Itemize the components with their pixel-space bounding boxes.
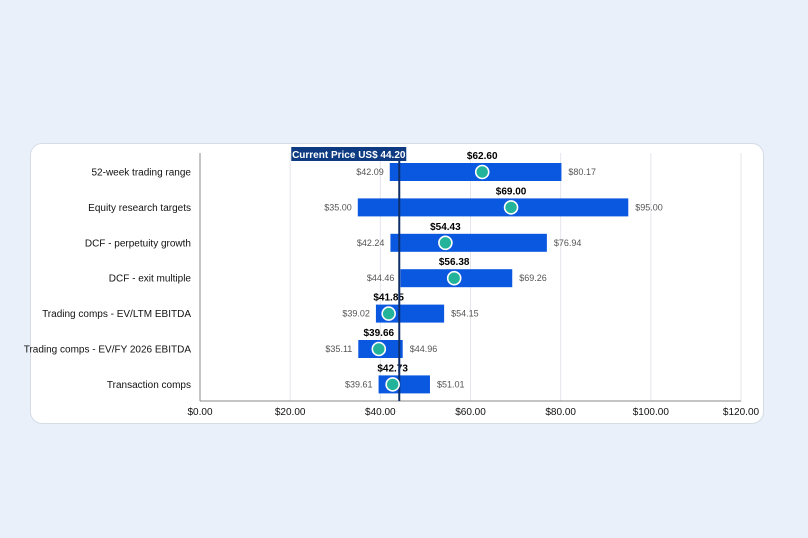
gridlines <box>289 153 742 401</box>
midpoint-marker <box>446 270 462 286</box>
midpoint-value-label: $69.00 <box>496 186 527 197</box>
x-tick-label: $40.00 <box>365 407 396 418</box>
x-tick-label: $100.00 <box>633 407 670 418</box>
x-tick-label: $20.00 <box>275 407 306 418</box>
high-value-label: $80.17 <box>568 167 596 177</box>
midpoint-marker <box>503 200 519 215</box>
low-value-label: $39.02 <box>342 309 370 319</box>
midpoint-marker <box>371 341 387 357</box>
range-bar <box>390 233 547 252</box>
x-tick-label: $0.00 <box>187 407 212 418</box>
category-label: Equity research targets <box>88 203 191 214</box>
high-value-label: $54.15 <box>451 309 479 319</box>
high-value-label: $76.94 <box>554 238 582 248</box>
high-value-label: $69.26 <box>519 273 547 283</box>
labels: 52-week trading range $42.09 $80.17 $62.60 E… <box>24 151 663 391</box>
category-label: Trading comps - EV/LTM EBITDA <box>42 309 191 320</box>
midpoint-value-label: $56.38 <box>439 257 470 268</box>
low-value-label: $42.24 <box>357 238 385 248</box>
high-value-label: $51.01 <box>437 379 465 389</box>
axes: $0.00 $20.00 $40.00 $60.00 $80.00 $100.00 $120… <box>187 153 760 418</box>
current-price-box <box>291 147 407 161</box>
high-value-label: $44.96 <box>410 344 438 354</box>
category-label: DCF - exit multiple <box>109 274 192 285</box>
category-label: 52-week trading range <box>91 168 191 179</box>
x-tick-label: $120.00 <box>723 407 760 418</box>
range-bar <box>357 198 629 217</box>
category-label: Transaction comps <box>107 380 191 391</box>
midpoint-value-label: $41.85 <box>373 293 404 304</box>
midpoint-marker <box>474 164 490 180</box>
midpoint-marker <box>438 235 453 251</box>
midpoint-value-label: $42.73 <box>377 363 408 374</box>
low-value-label: $42.09 <box>356 167 384 177</box>
midpoint-value-label: $54.43 <box>430 222 461 233</box>
category-label: Trading comps - EV/FY 2026 EBITDA <box>24 345 192 356</box>
midpoint-value-label: $62.60 <box>467 151 498 162</box>
x-tick-label: $80.00 <box>545 407 576 418</box>
category-label: DCF - perpetuity growth <box>85 238 191 249</box>
current-price-marker: Current Price US$ 44.20 <box>291 147 407 401</box>
midpoint-value-label: $39.66 <box>364 328 395 339</box>
low-value-label: $44.46 <box>367 273 395 283</box>
midpoint-marker <box>381 306 396 321</box>
low-value-label: $35.00 <box>324 202 352 212</box>
midpoint-markers <box>371 164 519 392</box>
high-value-label: $95.00 <box>635 202 663 212</box>
x-tick-label: $60.00 <box>455 407 486 418</box>
current-price-label: Current Price US$ 44.20 <box>292 150 406 161</box>
low-value-label: $39.61 <box>345 379 373 389</box>
low-value-label: $35.11 <box>325 344 352 354</box>
midpoint-marker <box>385 377 400 392</box>
